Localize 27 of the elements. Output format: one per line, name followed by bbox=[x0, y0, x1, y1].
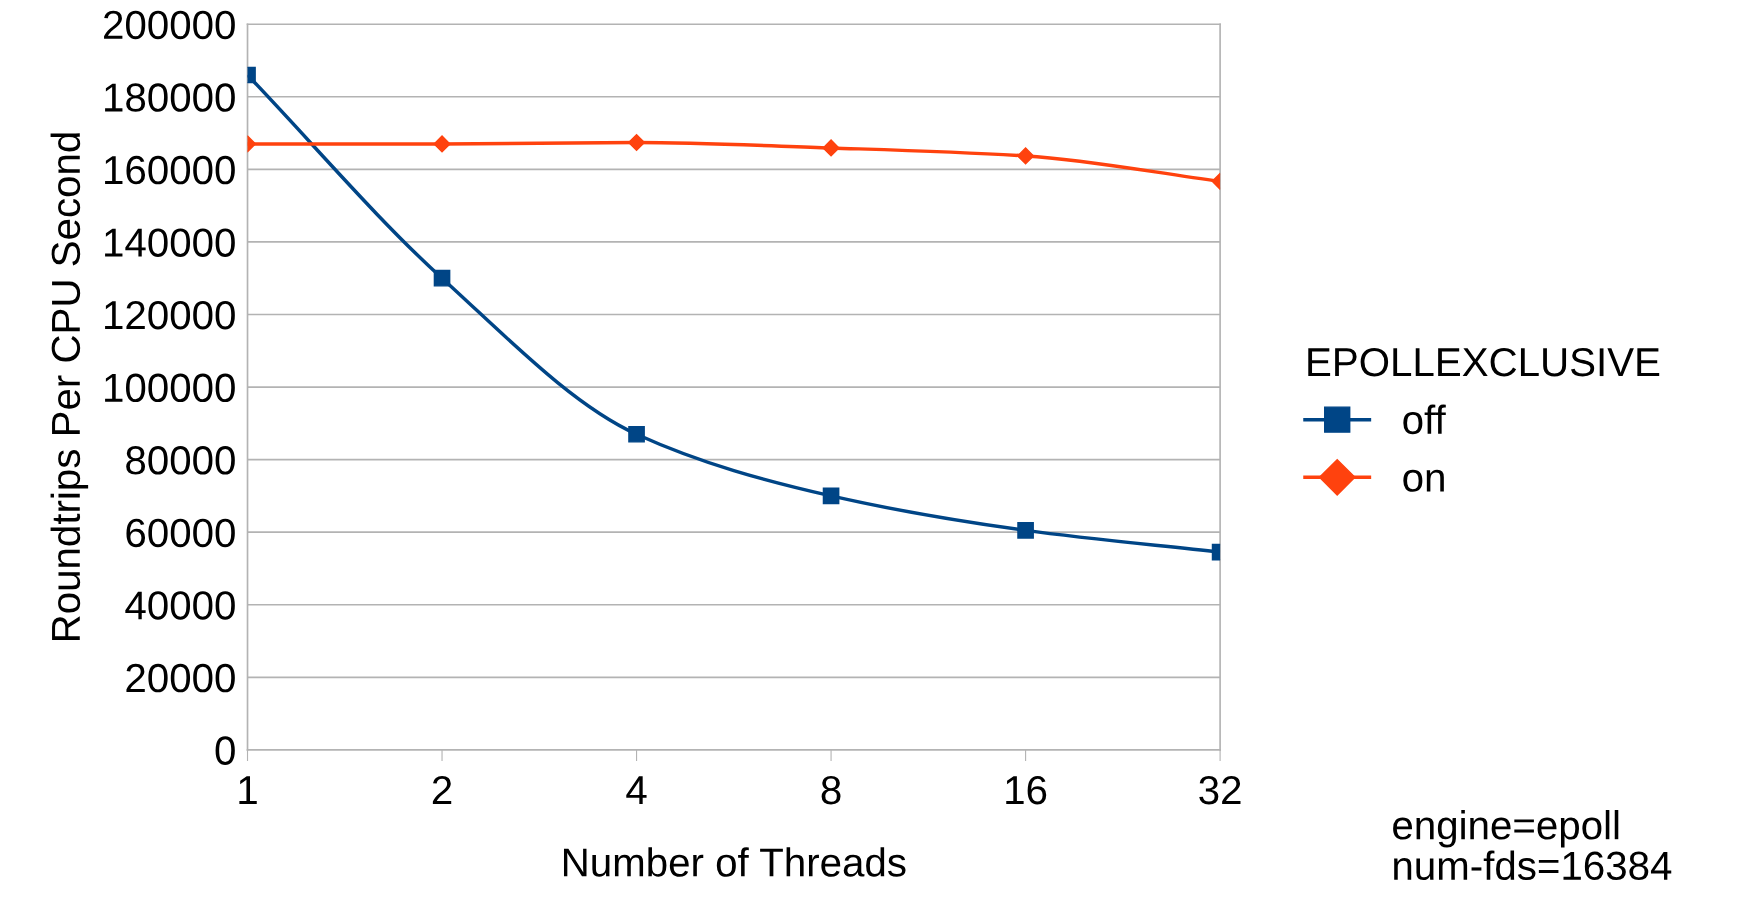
y-tick-label: 100000 bbox=[105, 373, 235, 403]
x-tick-label: 1 bbox=[239, 776, 257, 805]
y-tick-label: 0 bbox=[215, 736, 235, 765]
x-tick-label: 4 bbox=[626, 776, 647, 805]
y-tick-label: 80000 bbox=[126, 446, 235, 475]
x-tick-label: 16 bbox=[1006, 775, 1047, 805]
y-tick-label: 180000 bbox=[105, 83, 235, 112]
point bbox=[822, 487, 840, 505]
y-tick-label: 200000 bbox=[104, 10, 235, 40]
legend-title: EPOLLEXCLUSIVE bbox=[1308, 347, 1660, 377]
point bbox=[627, 133, 646, 152]
y-tick-label: 20000 bbox=[126, 663, 235, 693]
legend-label: on bbox=[1403, 469, 1444, 492]
text: engine=epoll num-fds=16384 bbox=[1393, 810, 1672, 881]
x-axis-title: Number of Threads bbox=[563, 847, 906, 877]
y-tick-label: 60000 bbox=[126, 518, 235, 548]
point bbox=[822, 139, 840, 157]
y-tick-label: 120000 bbox=[105, 300, 235, 330]
y-tick-label: 160000 bbox=[105, 155, 235, 185]
y-axis-title: Roundtrips Per CPU Second bbox=[50, 133, 89, 641]
point bbox=[628, 425, 645, 443]
legend-label: off bbox=[1403, 404, 1446, 435]
x-tick-label: 8 bbox=[821, 775, 841, 805]
x-tick-label: 2 bbox=[432, 775, 452, 805]
y-tick-label: 140000 bbox=[105, 228, 235, 257]
y-tick-label: 40000 bbox=[125, 591, 235, 620]
x-tick-label: 32 bbox=[1199, 775, 1241, 805]
